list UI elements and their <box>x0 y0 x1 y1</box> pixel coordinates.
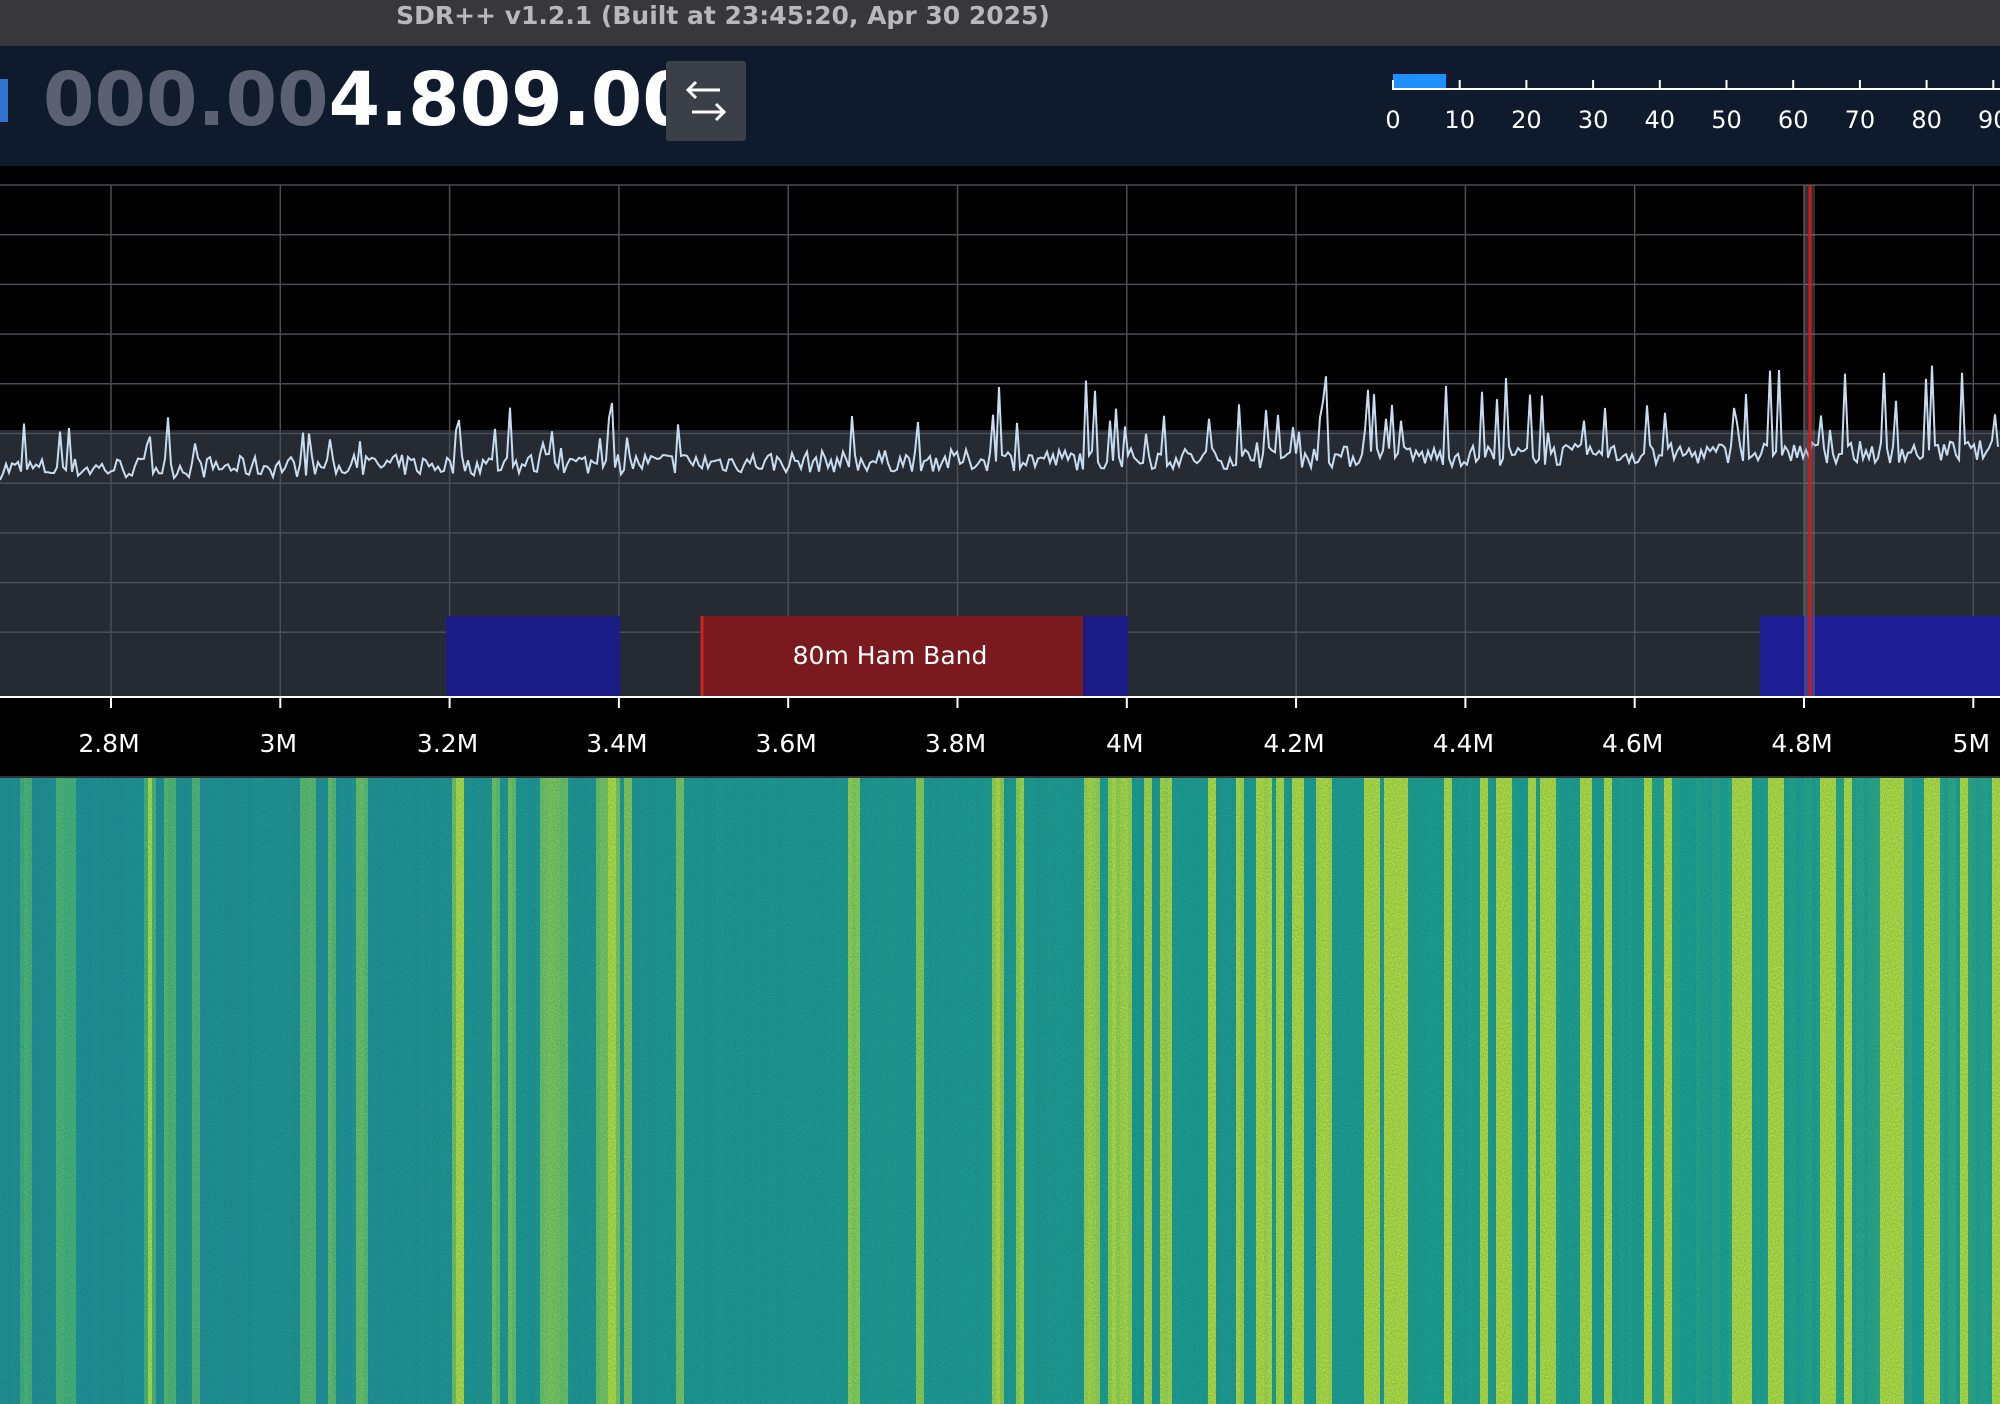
x-tick-label: 4.6M <box>1602 729 1663 758</box>
fft-panel: 80m Ham Band <box>0 185 2000 697</box>
x-tick-label: 5M <box>1953 729 1990 758</box>
snr-tick-label: 90 <box>1978 106 2000 134</box>
frequency-dim: 000.00 <box>43 57 329 143</box>
snr-tick-label: 0 <box>1385 106 1400 134</box>
waterfall-grain <box>0 778 2000 1404</box>
snr-tick-label: 50 <box>1711 106 1742 134</box>
x-tick-label: 3.2M <box>417 729 478 758</box>
swap-button-bg <box>666 61 746 141</box>
freq-axis-bg <box>0 697 2000 778</box>
frequency-display[interactable]: 000.004.809.000 <box>43 57 745 143</box>
snr-tick-label: 60 <box>1778 106 1809 134</box>
band[interactable] <box>1760 616 2000 696</box>
x-tick-label: 4.4M <box>1433 729 1494 758</box>
play-button-edge[interactable] <box>0 79 8 122</box>
snr-tick-label: 20 <box>1511 106 1542 134</box>
window-title: SDR++ v1.2.1 (Built at 23:45:20, Apr 30 … <box>396 1 1050 30</box>
snr-tick-label: 70 <box>1845 106 1876 134</box>
snr-tick-label: 30 <box>1578 106 1609 134</box>
x-tick-label: 2.8M <box>78 729 139 758</box>
swap-button[interactable] <box>666 61 746 141</box>
x-tick-label: 4.8M <box>1771 729 1832 758</box>
x-tick-label: 4M <box>1106 729 1143 758</box>
band-label: 80m Ham Band <box>793 641 988 670</box>
snr-tick-label: 40 <box>1645 106 1676 134</box>
x-tick-label: 4.2M <box>1263 729 1324 758</box>
x-tick-label: 3.4M <box>586 729 647 758</box>
fft-top <box>0 166 2000 185</box>
x-tick-label: 3.8M <box>925 729 986 758</box>
x-tick-label: 3.6M <box>756 729 817 758</box>
snr-tick-label: 10 <box>1444 106 1475 134</box>
x-tick-label: 3M <box>260 729 297 758</box>
band[interactable] <box>446 616 620 696</box>
band[interactable] <box>1083 616 1128 696</box>
snr-tick-label: 80 <box>1911 106 1942 134</box>
snr-level <box>1393 74 1446 89</box>
